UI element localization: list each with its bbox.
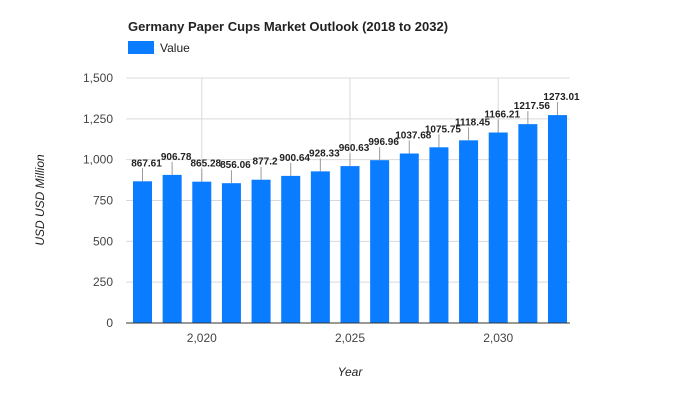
- y-tick-label: 1,250: [83, 112, 113, 126]
- legend-label: Value: [160, 41, 190, 55]
- y-axis-title: USD USD Million: [33, 154, 47, 246]
- data-label: 1118.45: [455, 117, 490, 128]
- data-label: 1075.75: [425, 124, 462, 135]
- y-axis-ticks: 0 250 500 750 1,000 1,250 1,500: [83, 71, 113, 330]
- data-label: 867.61: [131, 158, 162, 169]
- y-tick-label: 250: [93, 275, 113, 289]
- bar[interactable]: [399, 153, 419, 323]
- data-label: 865.28: [190, 159, 221, 170]
- data-label: 1166.21: [484, 110, 520, 121]
- bar[interactable]: [518, 124, 538, 323]
- bar[interactable]: [133, 181, 152, 323]
- data-label: 906.78: [161, 152, 192, 163]
- data-label: 900.64: [279, 153, 310, 164]
- x-tick-label: 2,030: [483, 331, 513, 345]
- bar[interactable]: [340, 166, 360, 323]
- x-axis-ticks: 2,020 2,025 2,030: [187, 331, 514, 345]
- chart-title: Germany Paper Cups Market Outlook (2018 …: [128, 19, 448, 34]
- data-label: 877.2: [253, 157, 278, 168]
- data-label: 928.33: [309, 148, 340, 159]
- y-tick-label: 500: [93, 234, 113, 248]
- y-tick-label: 750: [93, 194, 113, 208]
- data-label: 996.96: [368, 137, 399, 148]
- legend-swatch: [128, 41, 154, 54]
- data-label: 1037.68: [395, 131, 432, 142]
- x-tick-label: 2,025: [335, 331, 365, 345]
- y-tick-label: 1,500: [83, 71, 113, 85]
- data-label: 1217.56: [514, 101, 551, 112]
- y-tick-label: 0: [106, 316, 113, 330]
- bar[interactable]: [370, 160, 390, 323]
- x-axis-title: Year: [338, 365, 364, 379]
- x-tick-label: 2,020: [187, 331, 217, 345]
- bar[interactable]: [488, 132, 508, 323]
- bar[interactable]: [459, 140, 479, 323]
- bar[interactable]: [251, 179, 271, 323]
- bar[interactable]: [310, 171, 330, 323]
- bar[interactable]: [548, 115, 567, 323]
- data-label: 856.06: [220, 160, 251, 171]
- legend[interactable]: Value: [128, 41, 190, 55]
- bar[interactable]: [162, 174, 182, 323]
- bar[interactable]: [429, 147, 449, 323]
- data-label: 960.63: [339, 143, 370, 154]
- bar[interactable]: [281, 175, 301, 323]
- bars: [133, 115, 567, 323]
- bar[interactable]: [192, 181, 212, 323]
- y-tick-label: 1,000: [83, 153, 113, 167]
- data-label: 1273.01: [543, 92, 580, 103]
- bar[interactable]: [221, 183, 241, 323]
